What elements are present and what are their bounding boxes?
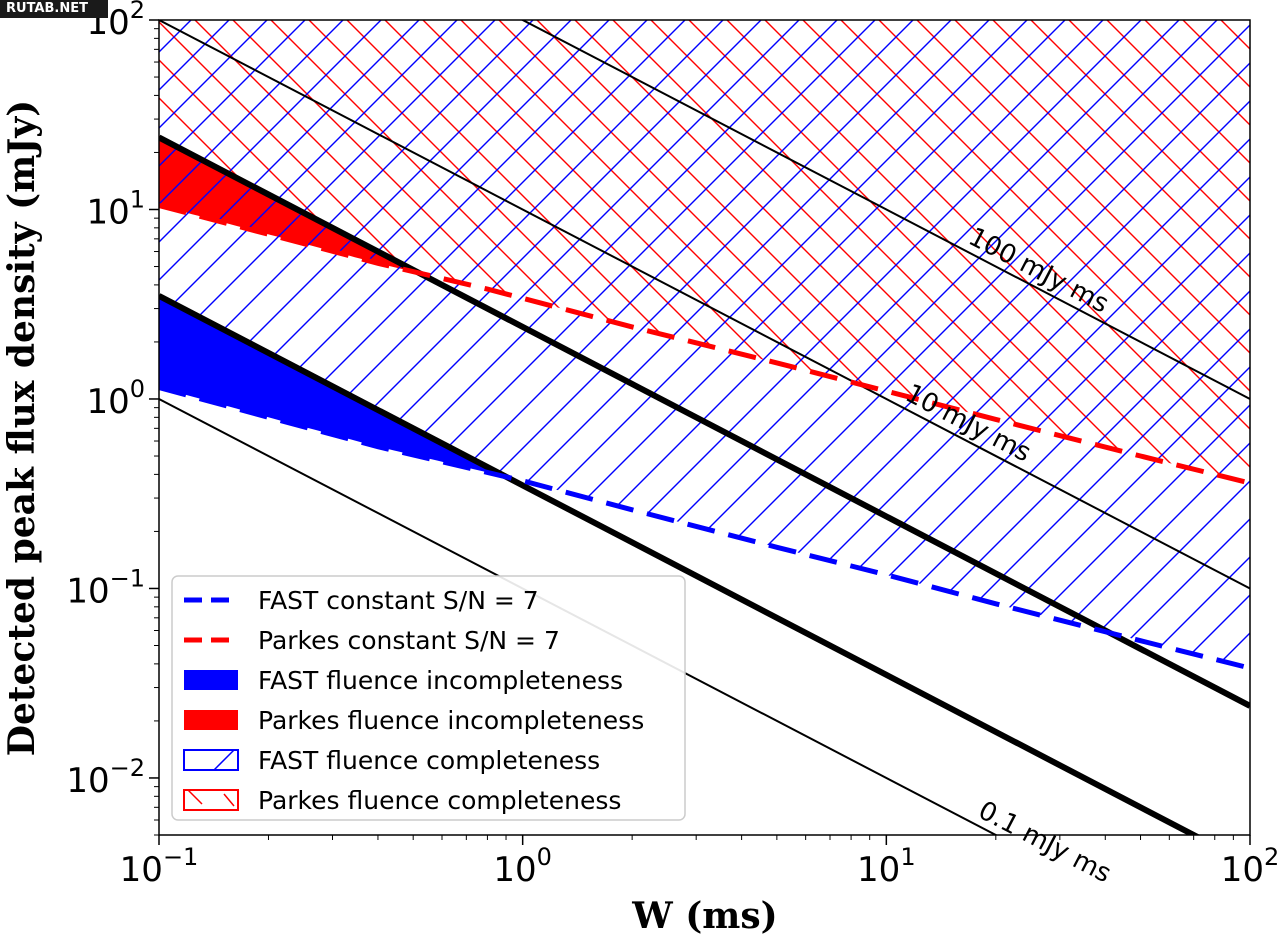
fast-completeness-hatch-line xyxy=(1009,20,1250,669)
legend-box xyxy=(171,575,686,821)
fast-completeness-hatch-line xyxy=(1237,20,1250,669)
x-tick-label: 10−1 xyxy=(120,843,199,890)
fast-completeness-hatch-line xyxy=(515,20,1250,669)
fast-completeness-hatch-line xyxy=(159,20,344,669)
fast-completeness-hatch-line xyxy=(667,20,1250,669)
parkes-completeness-hatch-line xyxy=(1106,20,1250,484)
fast-completeness-hatch-line xyxy=(857,20,1250,669)
fast-completeness-hatch-line xyxy=(591,20,1250,669)
fast-completeness-hatch-line xyxy=(159,20,496,669)
fast-completeness-hatch-line xyxy=(287,20,1104,669)
fast-completeness-hatch-line xyxy=(363,20,1180,669)
fast-completeness-hatch-line xyxy=(159,20,876,669)
parkes-completeness-hatch-line xyxy=(1259,20,1280,835)
fast-completeness-hatch-line xyxy=(1047,20,1250,669)
fast-completeness-hatch-line xyxy=(439,20,1250,669)
fast-completeness-hatch-line xyxy=(173,20,990,669)
parkes-completeness-hatch-line xyxy=(1144,20,1250,484)
parkes-completeness-hatch-line xyxy=(1068,20,1250,484)
iso-fluence-line xyxy=(520,20,1250,400)
fast-completeness-hatch-line xyxy=(159,20,914,669)
fast-completeness-hatch-line xyxy=(705,20,1250,669)
parkes-completeness-hatch-line xyxy=(992,20,1250,484)
legend-swatch-hatch xyxy=(183,789,239,811)
parkes-completeness-hatch-line xyxy=(878,20,1250,484)
fast-completeness-hatch-line xyxy=(159,20,952,669)
parkes-completeness-hatch-line xyxy=(840,20,1250,484)
fast-completeness-hatch-line xyxy=(211,20,1028,669)
legend-label: Parkes fluence incompleteness xyxy=(258,706,644,735)
fast-completeness-hatch-line xyxy=(159,20,306,669)
fast-completeness-hatch-line xyxy=(553,20,1250,669)
legend-label: FAST fluence completeness xyxy=(258,746,600,775)
x-tick-label: 100 xyxy=(493,843,552,890)
iso-fluence-label: 0.1 mJy ms xyxy=(973,796,1116,890)
fast-completeness-hatch-line xyxy=(1199,20,1250,669)
fast-completeness-hatch-line xyxy=(325,20,1142,669)
legend-label: FAST constant S/N = 7 xyxy=(258,586,539,615)
parkes-completeness-hatch-line xyxy=(954,20,1250,484)
parkes-completeness-hatch-line xyxy=(688,20,1250,484)
parkes-completeness-hatch-line xyxy=(650,20,1250,484)
fast-completeness-hatch-line xyxy=(1276,20,1280,835)
legend-swatch-fill xyxy=(184,670,238,690)
x-axis-title: W (ms) xyxy=(631,895,777,937)
completeness-boundary-line xyxy=(159,293,1201,835)
fast-completeness-hatch-line xyxy=(477,20,1250,669)
parkes-completeness-hatch-line xyxy=(764,20,1250,484)
fast-completeness-hatch-line xyxy=(1123,20,1250,669)
fast-completeness-hatch-line xyxy=(743,20,1250,669)
fast-completeness-hatch-line xyxy=(819,20,1250,669)
y-tick-label: 10−2 xyxy=(66,754,145,801)
parkes-completeness-hatch-line xyxy=(726,20,1250,484)
iso-fluence-line xyxy=(159,20,1250,590)
y-tick-label: 101 xyxy=(86,185,145,232)
series-fast-constant-s-n-7 xyxy=(159,385,1250,671)
legend-label: FAST fluence incompleteness xyxy=(258,666,623,695)
completeness-boundary-line xyxy=(159,134,1250,709)
fast-completeness-hatch-line xyxy=(159,20,420,669)
fast-completeness-hatch-line xyxy=(159,20,838,669)
plot-frame xyxy=(158,19,1251,836)
legend-swatch-fill xyxy=(184,710,238,730)
parkes-completeness-hatch-line xyxy=(1030,20,1250,484)
parkes-completeness-hatch-line xyxy=(802,20,1250,484)
fast-completeness-hatch-line xyxy=(249,20,1066,669)
legend: FAST constant S/N = 7 Parkes constant S/N… xyxy=(171,575,686,821)
series-parkes-constant-s-n-7 xyxy=(159,203,1250,486)
fast-completeness-hatch-line xyxy=(781,20,1250,669)
iso-fluence-line xyxy=(159,398,998,835)
fast-completeness-hatch-line xyxy=(401,20,1218,669)
y-axis-title: Detected peak flux density (mJy) xyxy=(1,100,43,756)
legend-swatch-hatch xyxy=(183,749,239,771)
fast-completeness-hatch-line xyxy=(159,20,382,669)
watermark xyxy=(0,0,108,18)
fast-completeness-hatch-line xyxy=(159,20,458,669)
x-tick-label: 102 xyxy=(1221,843,1280,890)
legend-label: Parkes fluence completeness xyxy=(258,786,621,815)
parkes-completeness-hatch-line xyxy=(916,20,1250,484)
y-tick-label: 10−1 xyxy=(66,564,145,611)
watermark-text: RUTAB.NET xyxy=(6,1,88,16)
fast-completeness-hatch-line xyxy=(1161,20,1250,669)
x-tick-label: 101 xyxy=(857,843,916,890)
parkes-completeness-hatch-line xyxy=(1182,20,1250,484)
fast-completeness-hatch-line xyxy=(159,20,534,669)
y-tick-label: 100 xyxy=(86,375,145,422)
legend-label: Parkes constant S/N = 7 xyxy=(258,626,560,655)
